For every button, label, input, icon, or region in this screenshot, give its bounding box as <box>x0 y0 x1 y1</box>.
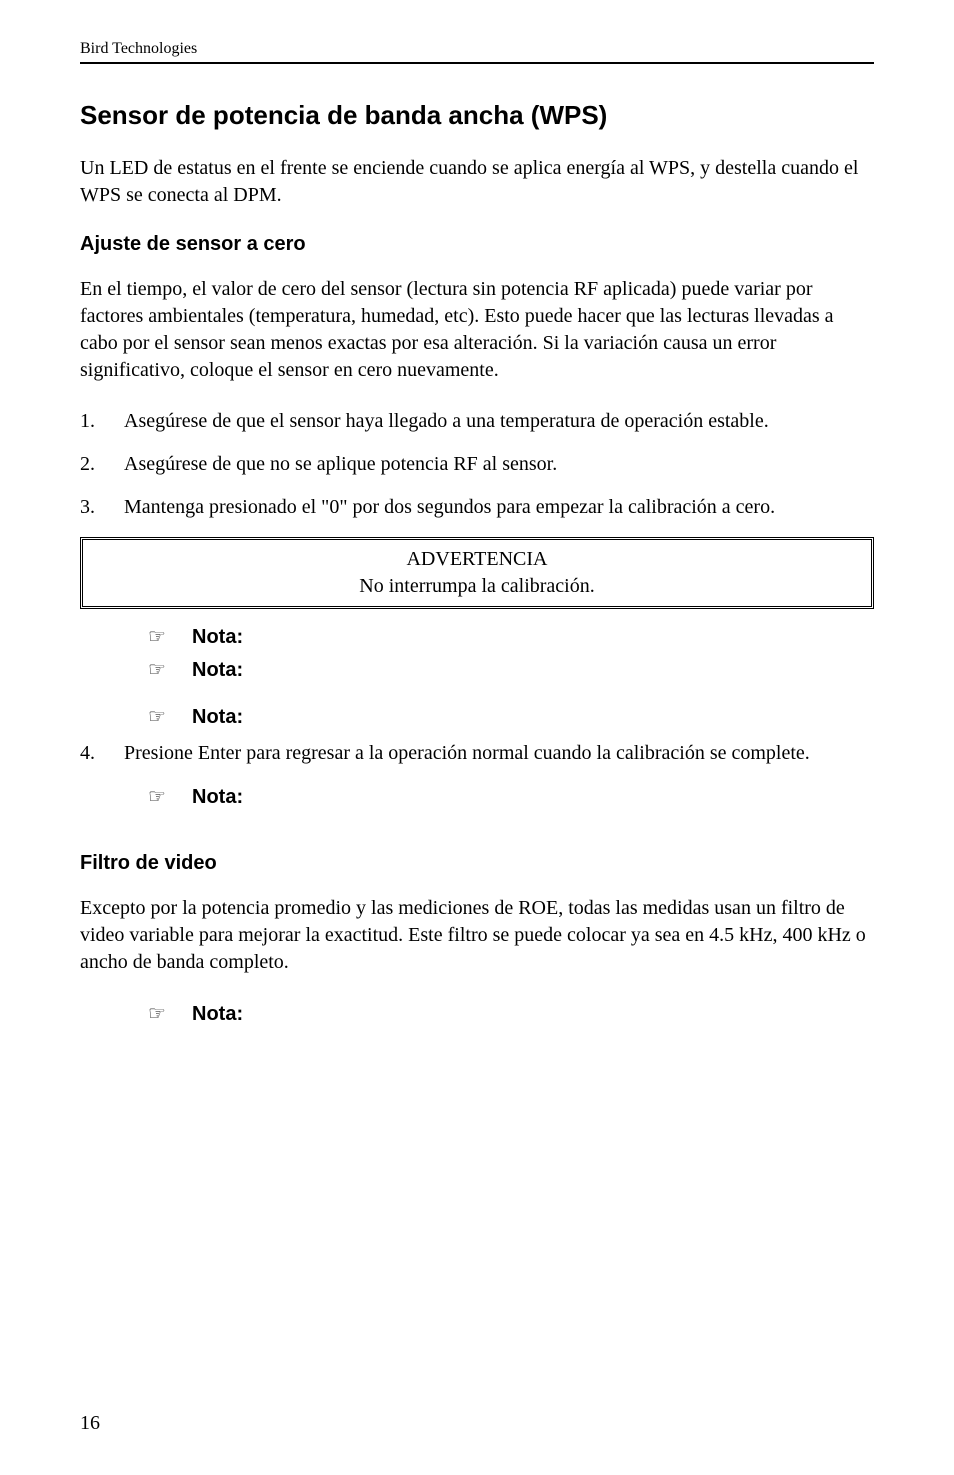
note-label: Nota: <box>192 786 243 808</box>
pointing-hand-icon: ☞ <box>148 783 166 812</box>
pointing-hand-icon: ☞ <box>148 1000 166 1029</box>
note-line: ☞ Nota: <box>80 1000 874 1029</box>
page-number: 16 <box>80 1412 100 1435</box>
header-rule <box>80 62 874 64</box>
running-header: Bird Technologies <box>80 40 874 58</box>
note-label: Nota: <box>192 706 243 728</box>
note-label: Nota: <box>192 659 243 681</box>
callout-title: ADVERTENCIA <box>95 546 859 573</box>
list-item: Asegúrese de que no se aplique potencia … <box>80 451 874 478</box>
warning-callout: ADVERTENCIA No interrumpa la calibración… <box>80 537 874 609</box>
spacer <box>80 689 874 703</box>
note-label: Nota: <box>192 1003 243 1025</box>
intro-paragraph: Un LED de estatus en el frente se encien… <box>80 155 874 209</box>
note-line: ☞ Nota: <box>80 656 874 685</box>
note-label: Nota: <box>192 626 243 648</box>
filter-paragraph: Excepto por la potencia promedio y las m… <box>80 895 874 976</box>
pointing-hand-icon: ☞ <box>148 656 166 685</box>
zero-steps-list: Asegúrese de que el sensor haya llegado … <box>80 408 874 521</box>
heading-zero: Ajuste de sensor a cero <box>80 233 874 256</box>
spacer <box>80 816 874 852</box>
page: Bird Technologies Sensor de potencia de … <box>0 0 954 1475</box>
note-line: ☞ Nota: <box>80 783 874 812</box>
page-title: Sensor de potencia de banda ancha (WPS) <box>80 100 874 131</box>
note-line: ☞ Nota: <box>80 623 874 652</box>
note-line: ☞ Nota: <box>80 703 874 732</box>
list-item: Presione Enter para regresar a la operac… <box>80 740 874 767</box>
pointing-hand-icon: ☞ <box>148 623 166 652</box>
list-item: Asegúrese de que el sensor haya llegado … <box>80 408 874 435</box>
zero-steps-list-continued: Presione Enter para regresar a la operac… <box>80 740 874 767</box>
zero-paragraph: En el tiempo, el valor de cero del senso… <box>80 276 874 384</box>
heading-filter: Filtro de video <box>80 852 874 875</box>
list-item: Mantenga presionado el "0" por dos segun… <box>80 494 874 521</box>
pointing-hand-icon: ☞ <box>148 703 166 732</box>
callout-body: No interrumpa la calibración. <box>95 573 859 600</box>
